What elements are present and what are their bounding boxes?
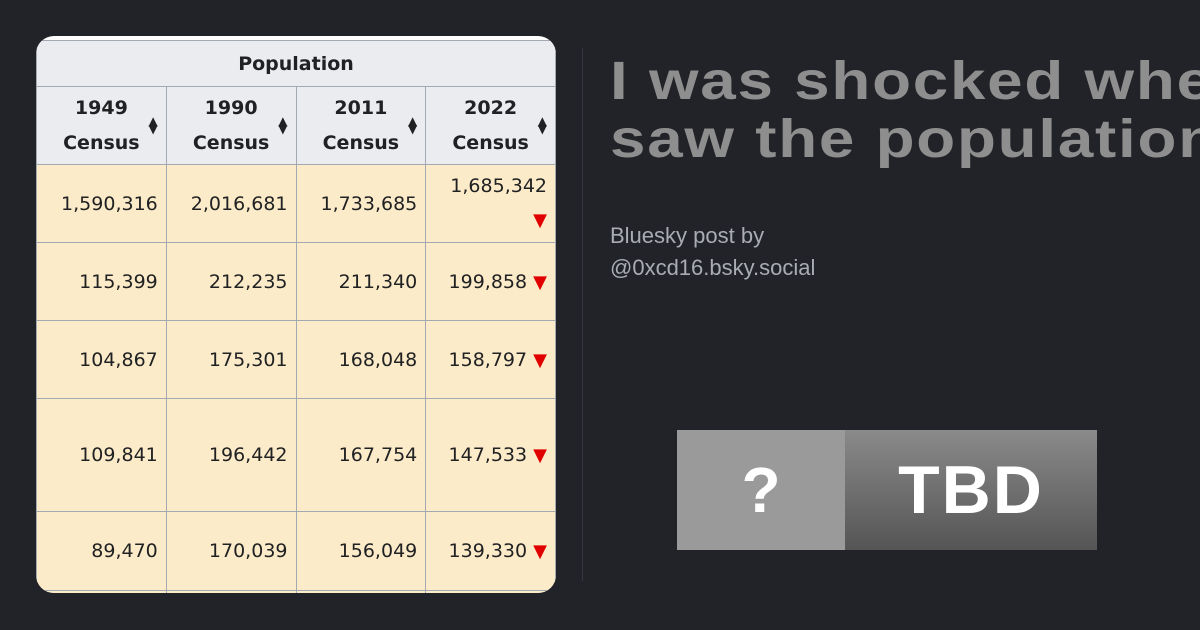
- column-header-1949[interactable]: 1949 Census ▲ ▼: [36, 86, 167, 165]
- column-header-2022[interactable]: 2022 Census ▲ ▼: [425, 86, 556, 165]
- table-cell: [36, 590, 167, 593]
- cell-value: 158,797: [448, 348, 528, 371]
- table-cell: 104,867: [36, 320, 167, 399]
- table-cell: 109,841: [36, 398, 167, 512]
- table-cell: 199,858 ▼: [425, 242, 556, 321]
- table-cell: 139,330 ▼: [425, 511, 556, 591]
- table-cell: [295, 590, 427, 593]
- cell-value: 147,533: [448, 444, 528, 466]
- column-header-1990[interactable]: 1990 Census ▲ ▼: [165, 86, 297, 165]
- column-label: Census: [63, 131, 140, 154]
- table-cell: 158,797 ▼: [425, 320, 556, 399]
- population-header: Population: [36, 40, 556, 87]
- table-cell: 168,048: [295, 320, 427, 399]
- table-cell: 167,754: [295, 398, 427, 512]
- table-cell: 211,340: [295, 242, 427, 321]
- title-line-1: I was shocked whe: [610, 51, 1200, 111]
- post-title: I was shocked whe saw the population: [610, 52, 1200, 168]
- decrease-triangle-icon: ▼: [533, 445, 547, 466]
- question-mark: ?: [677, 430, 845, 550]
- table-cell: 1,685,342 ▼: [425, 164, 556, 243]
- table-cell: 2,016,681: [165, 164, 297, 243]
- column-year: 1990: [204, 96, 258, 119]
- sort-icon[interactable]: ▲ ▼: [537, 114, 547, 136]
- table-cell: 115,399: [36, 242, 167, 321]
- table-cell: 1,733,685: [295, 164, 427, 243]
- tbd-label: TBD: [845, 430, 1097, 550]
- population-table: Population 1949 Census ▲ ▼ 1990 Census ▲ ▼ 2011 C…: [36, 40, 556, 593]
- table-cell: [165, 590, 297, 593]
- table-cell: 175,301: [165, 320, 297, 399]
- table-row: 109,841 196,442 167,754 147,533 ▼: [36, 398, 556, 512]
- sort-icon[interactable]: ▲ ▼: [278, 114, 288, 136]
- title-line-2: saw the population: [610, 109, 1200, 169]
- table-row: 89,470 170,039 156,049 139,330 ▼: [36, 511, 556, 591]
- table-row: 104,867 175,301 168,048 158,797 ▼: [36, 320, 556, 399]
- byline-label: Bluesky post by: [610, 223, 765, 248]
- table-cell: 1,590,316: [36, 164, 167, 243]
- column-year: 1949: [74, 96, 128, 119]
- table-cell: 196,442: [165, 398, 297, 512]
- column-label: Census: [452, 131, 529, 154]
- column-label: Census: [192, 131, 270, 154]
- column-header-2011[interactable]: 2011 Census ▲ ▼: [295, 86, 427, 165]
- tbd-badge: ? TBD: [677, 430, 1097, 550]
- column-label: Census: [322, 131, 400, 154]
- table-screenshot: Population 1949 Census ▲ ▼ 1990 Census ▲ ▼ 2011 C…: [36, 36, 556, 593]
- column-year: 2022: [464, 96, 518, 119]
- table-cell: 156,049: [295, 511, 427, 591]
- table-cell: 147,533 ▼: [425, 398, 556, 512]
- decrease-triangle-icon: ▼: [533, 210, 547, 231]
- decrease-triangle-icon: ▼: [533, 541, 547, 562]
- table-cell: [425, 590, 556, 593]
- table-row: 115,399 212,235 211,340 199,858 ▼: [36, 242, 556, 321]
- table-cell: 89,470: [36, 511, 167, 591]
- cell-value: 199,858: [448, 270, 528, 293]
- table-cell: 170,039: [165, 511, 297, 591]
- sort-icon[interactable]: ▲ ▼: [148, 114, 158, 136]
- cell-value: 139,330: [448, 540, 528, 562]
- byline: Bluesky post by @0xcd16.bsky.social: [610, 220, 815, 284]
- author-handle[interactable]: @0xcd16.bsky.social: [610, 255, 816, 280]
- column-year: 2011: [334, 96, 388, 119]
- table-cell: 212,235: [165, 242, 297, 321]
- decrease-triangle-icon: ▼: [533, 271, 547, 293]
- divider: [582, 48, 583, 581]
- table-row: 1,590,316 2,016,681 1,733,685 1,685,342 ▼: [36, 164, 556, 243]
- sort-icon[interactable]: ▲ ▼: [408, 114, 418, 136]
- cell-value: 1,685,342: [450, 175, 547, 197]
- decrease-triangle-icon: ▼: [533, 349, 547, 371]
